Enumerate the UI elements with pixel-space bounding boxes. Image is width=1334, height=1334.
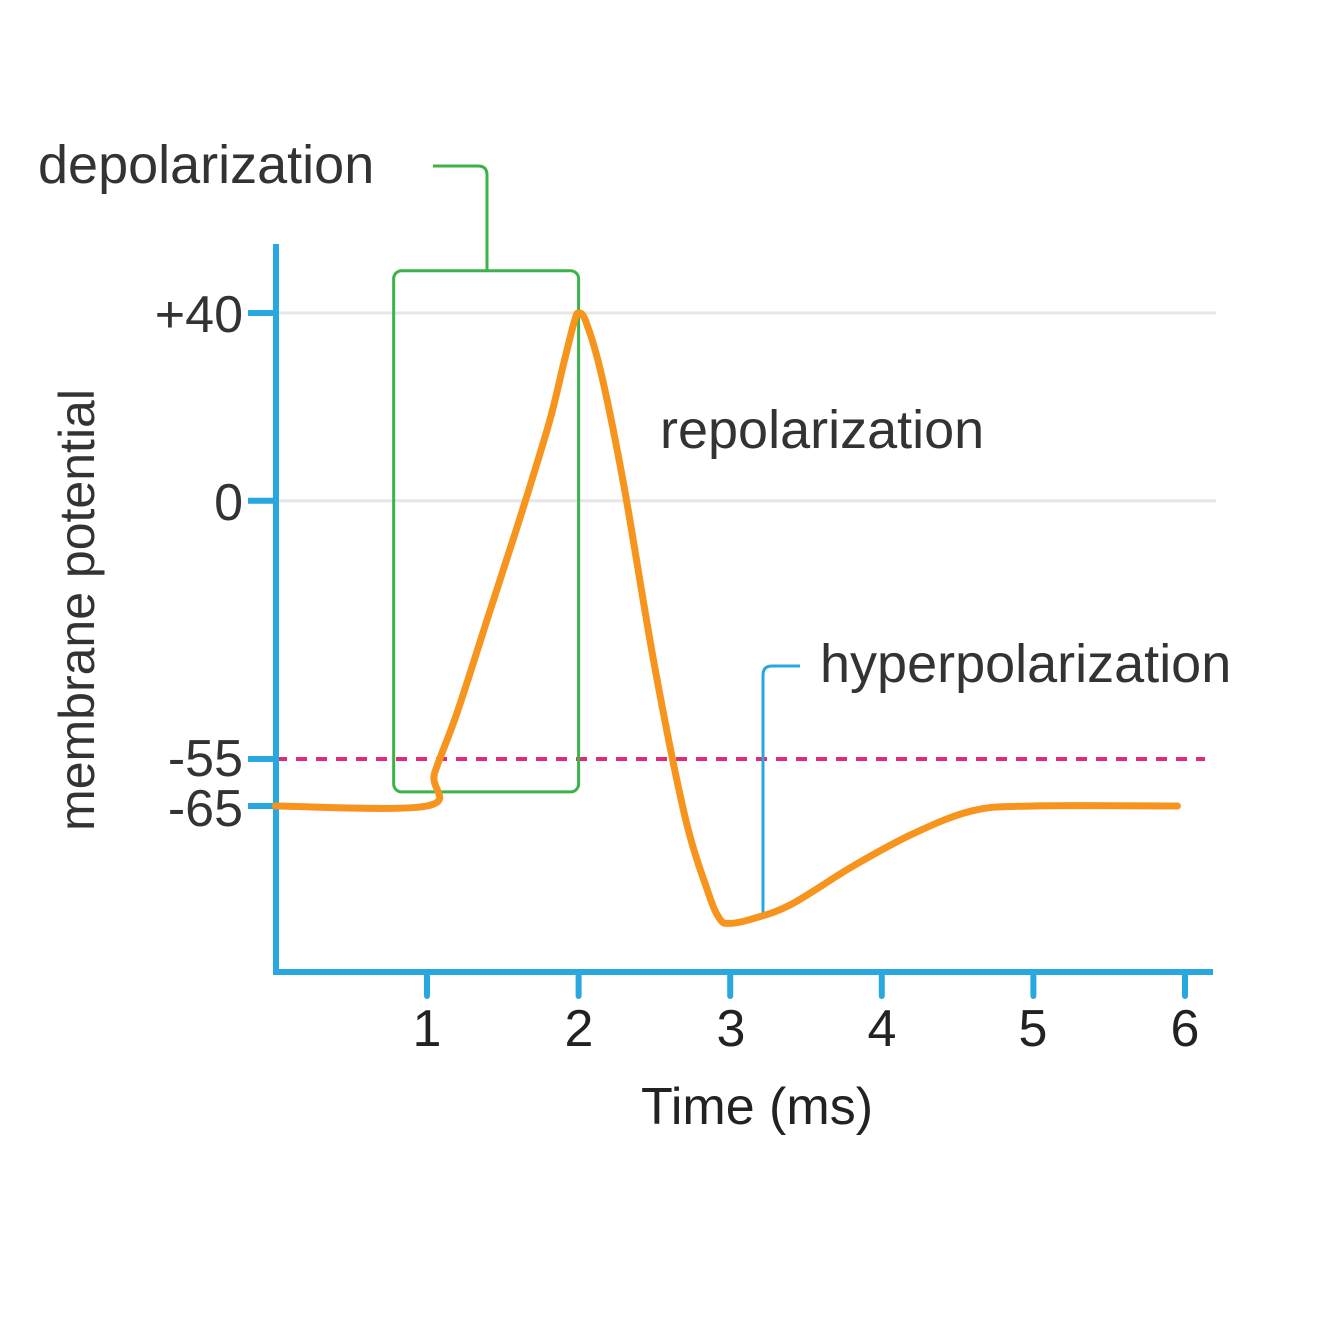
axes (248, 244, 1213, 999)
depolarization-callout-line (433, 164, 489, 271)
x-tick-label: 2 (565, 1000, 594, 1058)
x-tick-label: 1 (413, 1000, 442, 1058)
y-tick-labels: +40 0 -55 -65 (155, 286, 243, 838)
repolarization-label: repolarization (660, 400, 984, 460)
series-layer (271, 309, 1181, 927)
annotation-shapes (392, 164, 800, 919)
y-axis-title: membrane potential (49, 389, 105, 831)
hyperpolarization-label: hyperpolarization (820, 634, 1231, 694)
y-tick-label: 0 (214, 474, 243, 532)
y-tick-label: -65 (168, 780, 243, 838)
x-tick-labels: 1 2 3 4 5 6 (413, 1000, 1200, 1058)
x-axis-title: Time (ms) (641, 1078, 873, 1136)
y-tick-label: +40 (155, 286, 243, 344)
membrane-potential-series-line (271, 309, 1181, 927)
x-tick-label: 3 (717, 1000, 746, 1058)
y-tick-label: -55 (168, 730, 243, 788)
x-tick-label: 6 (1171, 1000, 1200, 1058)
depolarization-box (392, 269, 581, 794)
depolarization-label: depolarization (38, 135, 374, 195)
hyperpolarization-callout-line (761, 664, 800, 919)
gridlines (276, 311, 1216, 503)
x-tick-label: 5 (1019, 1000, 1048, 1058)
x-tick-label: 4 (868, 1000, 897, 1058)
